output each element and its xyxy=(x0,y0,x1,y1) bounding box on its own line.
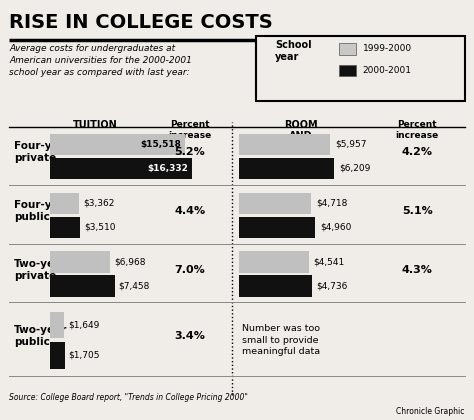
Text: 3.4%: 3.4% xyxy=(174,331,205,341)
FancyBboxPatch shape xyxy=(50,342,64,369)
Text: $4,736: $4,736 xyxy=(317,281,348,291)
Text: School
year: School year xyxy=(275,40,311,61)
Text: 4.4%: 4.4% xyxy=(174,206,205,216)
FancyBboxPatch shape xyxy=(239,217,315,238)
Text: TUITION: TUITION xyxy=(73,120,117,130)
Text: Source: College Board report, "Trends in College Pricing 2000": Source: College Board report, "Trends in… xyxy=(9,393,248,402)
Text: $6,968: $6,968 xyxy=(114,257,146,267)
FancyBboxPatch shape xyxy=(50,193,79,214)
FancyBboxPatch shape xyxy=(50,134,185,155)
Text: 7.0%: 7.0% xyxy=(174,265,205,275)
Text: 4.3%: 4.3% xyxy=(401,265,433,275)
Text: $16,332: $16,332 xyxy=(147,164,188,173)
Text: Four-year
public: Four-year public xyxy=(14,200,71,222)
FancyBboxPatch shape xyxy=(50,252,110,273)
FancyBboxPatch shape xyxy=(239,276,312,297)
Text: RISE IN COLLEGE COSTS: RISE IN COLLEGE COSTS xyxy=(9,13,273,32)
Text: $3,510: $3,510 xyxy=(84,223,116,232)
FancyBboxPatch shape xyxy=(50,158,192,179)
FancyBboxPatch shape xyxy=(50,217,80,238)
Text: Number was too
small to provide
meaningful data: Number was too small to provide meaningf… xyxy=(242,324,320,357)
FancyBboxPatch shape xyxy=(239,158,334,179)
Text: Chronicle Graphic: Chronicle Graphic xyxy=(396,407,465,416)
Text: $4,541: $4,541 xyxy=(313,257,345,267)
Text: Percent
increase: Percent increase xyxy=(168,120,211,140)
Text: 5.1%: 5.1% xyxy=(402,206,432,216)
Text: 2000-2001: 2000-2001 xyxy=(363,66,411,75)
Text: Two-year
public: Two-year public xyxy=(14,325,68,347)
FancyBboxPatch shape xyxy=(239,193,311,214)
FancyBboxPatch shape xyxy=(50,312,64,339)
Text: 1999-2000: 1999-2000 xyxy=(363,44,412,53)
FancyBboxPatch shape xyxy=(239,252,309,273)
Text: 5.2%: 5.2% xyxy=(174,147,205,157)
FancyBboxPatch shape xyxy=(339,43,356,55)
Text: $7,458: $7,458 xyxy=(118,281,150,291)
Text: $15,518: $15,518 xyxy=(140,140,181,149)
Text: $3,362: $3,362 xyxy=(83,199,114,208)
FancyBboxPatch shape xyxy=(239,134,330,155)
Text: Two-year
private: Two-year private xyxy=(14,259,68,281)
Text: Percent
increase: Percent increase xyxy=(395,120,439,140)
Text: $4,718: $4,718 xyxy=(316,199,347,208)
Text: $1,649: $1,649 xyxy=(68,320,99,330)
Text: Four-year
private: Four-year private xyxy=(14,141,71,163)
Text: $1,705: $1,705 xyxy=(68,351,100,360)
FancyBboxPatch shape xyxy=(256,36,465,101)
FancyBboxPatch shape xyxy=(50,276,115,297)
Text: $5,957: $5,957 xyxy=(335,140,366,149)
Text: ROOM
AND
BOARD: ROOM AND BOARD xyxy=(282,120,320,153)
Text: $4,960: $4,960 xyxy=(320,223,351,232)
FancyBboxPatch shape xyxy=(339,65,356,76)
Text: $6,209: $6,209 xyxy=(339,164,370,173)
Text: 4.2%: 4.2% xyxy=(401,147,433,157)
Text: Average costs for undergraduates at
American universities for the 2000-2001
scho: Average costs for undergraduates at Amer… xyxy=(9,44,192,77)
